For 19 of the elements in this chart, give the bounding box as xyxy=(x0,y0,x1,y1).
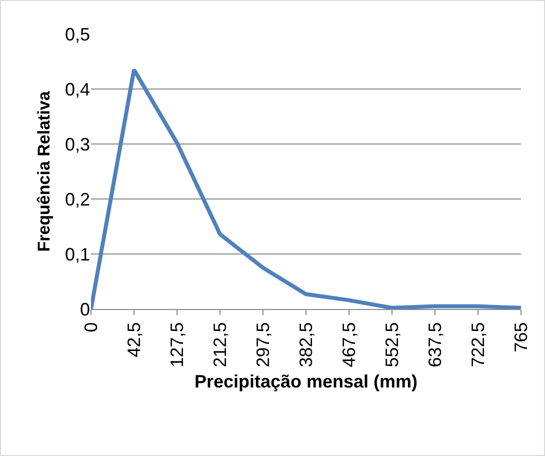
x-tick-label: 127,5 xyxy=(166,322,187,368)
y-tick-label: 0 xyxy=(80,299,90,320)
y-tick-label: 0,4 xyxy=(64,79,90,100)
y-axis-title: Frequência Relativa xyxy=(34,90,54,252)
x-tick-label: 467,5 xyxy=(338,322,359,368)
y-tick-label: 0,5 xyxy=(64,24,90,44)
x-tick-label: 42,5 xyxy=(124,322,144,358)
x-axis-title: Precipitação mensal (mm) xyxy=(194,371,418,392)
x-tick-label: 0 xyxy=(80,322,101,332)
x-tick-label: 722,5 xyxy=(468,322,488,368)
x-tick-label: 765 xyxy=(510,322,531,352)
x-tick-label: 637,5 xyxy=(424,322,445,368)
y-tick-label: 0,3 xyxy=(64,134,90,154)
x-tick-label: 382,5 xyxy=(296,322,316,368)
x-tick-label: 212,5 xyxy=(210,322,230,368)
y-tick-label: 0,2 xyxy=(64,189,90,210)
y-tick-label: 0,1 xyxy=(64,244,90,264)
x-tick-label: 552,5 xyxy=(382,322,402,368)
x-tick-label: 297,5 xyxy=(252,322,273,368)
